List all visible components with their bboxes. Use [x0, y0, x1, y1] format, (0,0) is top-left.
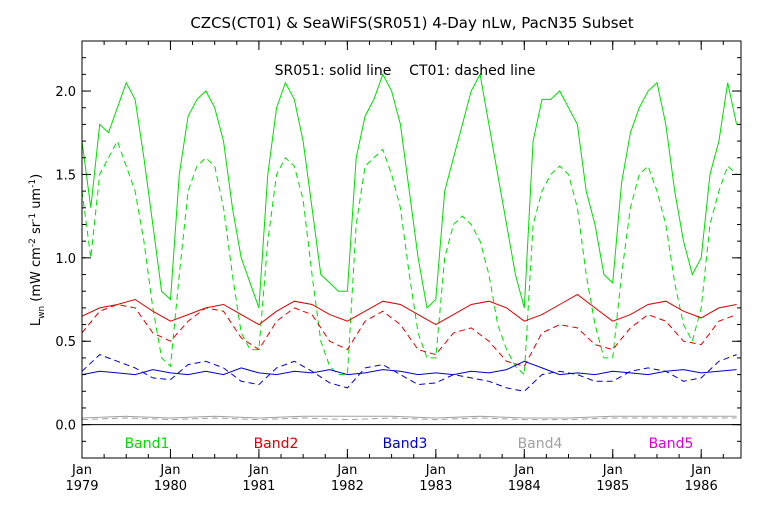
legend-item-band4: Band4: [518, 436, 563, 452]
y-tick-label: 1.5: [55, 168, 76, 183]
series-line-band1-dashed: [82, 139, 737, 376]
x-tick-label-month: Jan: [71, 463, 92, 478]
x-tick-label-year: 1985: [596, 479, 629, 494]
y-label-rest: (mW cm: [29, 247, 44, 302]
x-tick-label-month: Jan: [159, 463, 180, 478]
plot-layer: 0.00.51.01.52.0Jan1979Jan1980Jan1981Jan1…: [55, 40, 742, 494]
y-axis-label-text: Lwn (mW cm-2 sr-1 um-1): [28, 174, 47, 326]
x-tick-label-year: 1984: [508, 479, 541, 494]
x-tick-label-month: Jan: [513, 463, 534, 478]
x-tick-label-year: 1983: [419, 479, 452, 494]
x-tick-label-month: Jan: [336, 463, 357, 478]
x-tick-label-year: 1986: [685, 479, 718, 494]
y-label-sup1: -2: [28, 238, 38, 247]
series-line-band4-dashed: [82, 417, 737, 421]
x-tick-label-year: 1979: [65, 479, 98, 494]
series-line-band1-solid: [82, 72, 738, 309]
y-axis-label: Lwn (mW cm-2 sr-1 um-1): [28, 174, 47, 326]
legend-item-band3: Band3: [383, 436, 428, 452]
x-tick-label-month: Jan: [602, 463, 623, 478]
x-tick-label-month: Jan: [690, 463, 711, 478]
y-tick-label: 1.0: [55, 252, 76, 267]
x-tick-label-month: Jan: [248, 463, 269, 478]
chart-subtitle: SR051: solid line CT01: dashed line: [275, 63, 536, 79]
y-label-main: L: [29, 318, 44, 326]
y-label-mid: sr: [29, 221, 44, 238]
x-tick-label-year: 1980: [154, 479, 187, 494]
y-label-end: ): [29, 174, 44, 179]
series-line-band3-dashed: [82, 354, 737, 392]
series-line-band2-solid: [82, 293, 737, 326]
series-group: [82, 72, 738, 421]
legend-item-band2: Band2: [254, 436, 299, 452]
y-label-sup3: -1: [28, 179, 38, 188]
y-tick-label: 0.5: [55, 335, 76, 350]
legend-item-band1: Band1: [125, 436, 170, 452]
x-tick-label-month: Jan: [425, 463, 446, 478]
legend-item-band5: Band5: [649, 436, 694, 452]
series-line-band4-solid: [82, 415, 737, 419]
x-tick-label-year: 1981: [242, 479, 275, 494]
y-tick-label: 2.0: [55, 85, 76, 100]
y-tick-label: 0.0: [55, 419, 76, 434]
x-tick-label-year: 1982: [331, 479, 364, 494]
y-label-mid2: um: [29, 188, 44, 213]
y-label-sub: wn: [37, 306, 47, 319]
series-line-band2-dashed: [82, 303, 737, 367]
chart-title: CZCS(CT01) & SeaWiFS(SR051) 4-Day nLw, P…: [190, 14, 633, 32]
series-line-band3-solid: [82, 360, 737, 376]
y-label-sup2: -1: [28, 213, 38, 222]
plot-frame: [81, 40, 742, 459]
